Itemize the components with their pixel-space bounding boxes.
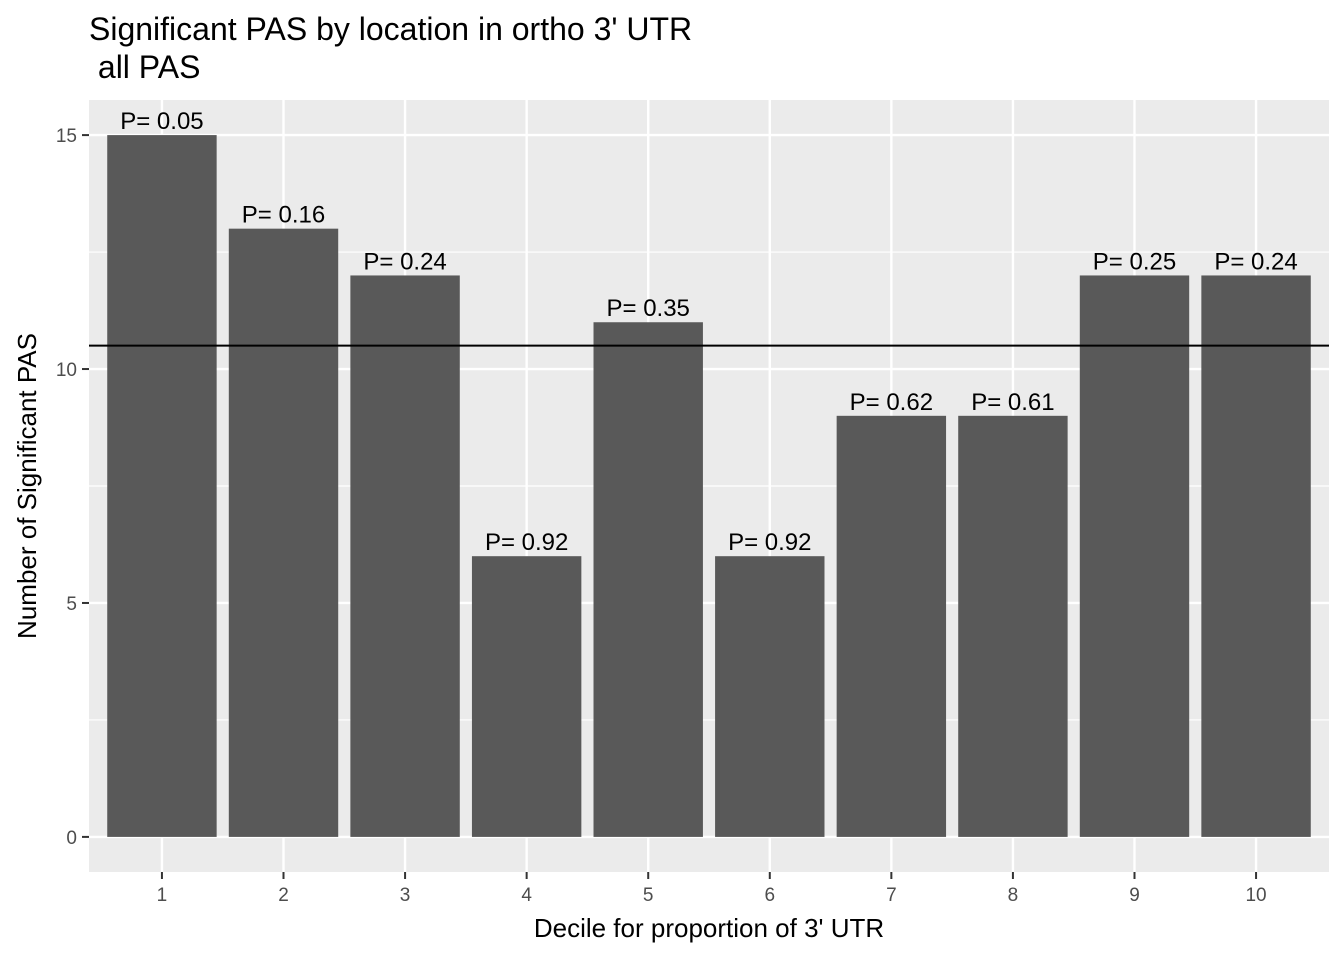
bar-label: P= 0.16	[242, 202, 325, 229]
x-tick-label: 2	[278, 885, 289, 906]
bar-label: P= 0.05	[120, 108, 203, 135]
x-tick-label: 4	[521, 885, 532, 906]
bar-label: P= 0.92	[485, 529, 568, 556]
bar-label: P= 0.24	[1214, 248, 1297, 275]
y-axis: 0 5 10 15	[56, 126, 89, 849]
bar	[1079, 275, 1190, 837]
bar-label: P= 0.25	[1093, 248, 1176, 275]
x-axis-title: Decile for proportion of 3' UTR	[534, 913, 884, 943]
bar	[228, 228, 339, 837]
bar	[593, 322, 703, 837]
y-tick-label: 5	[66, 594, 77, 615]
x-axis: 1 2 3 4 5 6 7 8 9 10	[157, 872, 1267, 906]
bar	[958, 415, 1068, 837]
chart-subtitle: all PAS	[89, 49, 200, 85]
x-tick-label: 5	[643, 885, 654, 906]
x-tick-label: 9	[1129, 885, 1140, 906]
y-tick-label: 0	[66, 828, 77, 849]
y-tick-label: 10	[56, 360, 77, 381]
bar	[836, 415, 947, 837]
x-tick-label: 8	[1008, 885, 1019, 906]
x-tick-label: 1	[157, 885, 168, 906]
x-tick-label: 10	[1245, 885, 1266, 906]
bar	[471, 556, 582, 837]
y-tick-label: 15	[56, 126, 77, 147]
y-axis-title: Number of Significant PAS	[12, 333, 42, 639]
bar	[715, 556, 825, 837]
bar-label: P= 0.24	[363, 248, 446, 275]
bar	[1201, 275, 1311, 837]
bars	[107, 135, 1311, 837]
x-tick-label: 3	[400, 885, 411, 906]
x-tick-label: 6	[764, 885, 775, 906]
bar-labels: P= 0.05 P= 0.16 P= 0.24 P= 0.92 P= 0.35 P= 0.…	[120, 108, 1298, 556]
chart-title: Significant PAS by location in ortho 3' …	[89, 11, 692, 47]
bar-label: P= 0.92	[728, 529, 811, 556]
bar-label: P= 0.62	[850, 389, 933, 416]
x-tick-label: 7	[886, 885, 897, 906]
bar-label: P= 0.35	[607, 295, 690, 322]
bar	[107, 135, 217, 837]
bar	[350, 275, 460, 837]
bar-label: P= 0.61	[971, 389, 1054, 416]
